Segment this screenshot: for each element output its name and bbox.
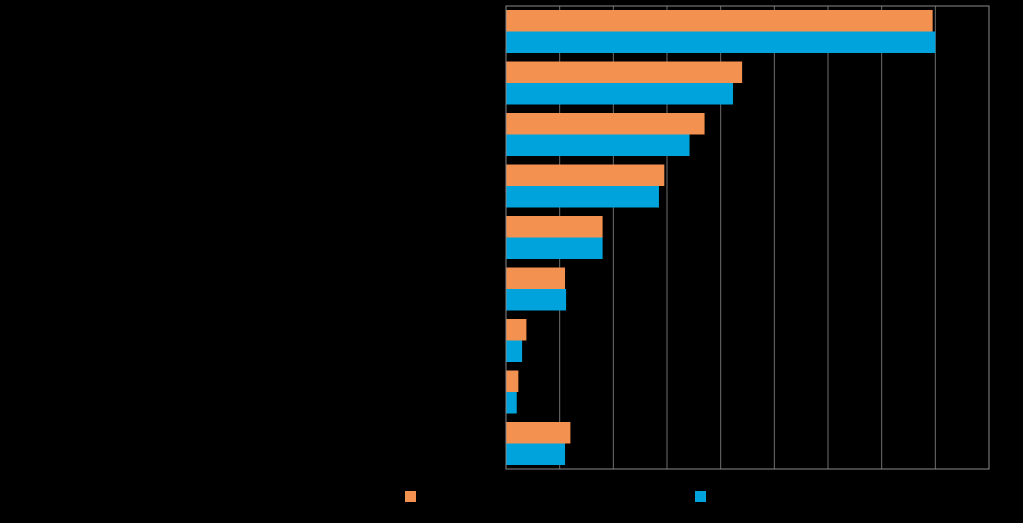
bar-series2-cat5 xyxy=(506,237,603,259)
bar-series1-cat6 xyxy=(506,267,566,289)
bar-series1-cat5 xyxy=(506,216,603,238)
bar-series2-cat6 xyxy=(506,289,567,311)
bar-series2-cat4 xyxy=(506,186,659,208)
legend-swatch-series2 xyxy=(695,491,706,502)
bar-series1-cat3 xyxy=(506,113,705,135)
bar-series2-cat2 xyxy=(506,83,734,105)
bar-series2-cat8 xyxy=(506,392,517,414)
bar-series1-cat1 xyxy=(506,10,933,32)
legend xyxy=(405,491,706,502)
bar-series2-cat7 xyxy=(506,340,523,362)
bar-series1-cat4 xyxy=(506,164,665,186)
legend-swatch-series1 xyxy=(405,491,416,502)
bar-series1-cat8 xyxy=(506,370,519,392)
bar-series1-cat9 xyxy=(506,422,571,444)
plot-frame xyxy=(505,5,990,470)
axis-layer xyxy=(505,5,990,470)
bar-series1-cat7 xyxy=(506,319,527,341)
bar-series2-cat9 xyxy=(506,443,566,465)
bar-series1-cat2 xyxy=(506,61,743,83)
bar-series2-cat3 xyxy=(506,134,690,156)
bar-series2-cat1 xyxy=(506,31,936,53)
bar-layer xyxy=(506,10,936,465)
